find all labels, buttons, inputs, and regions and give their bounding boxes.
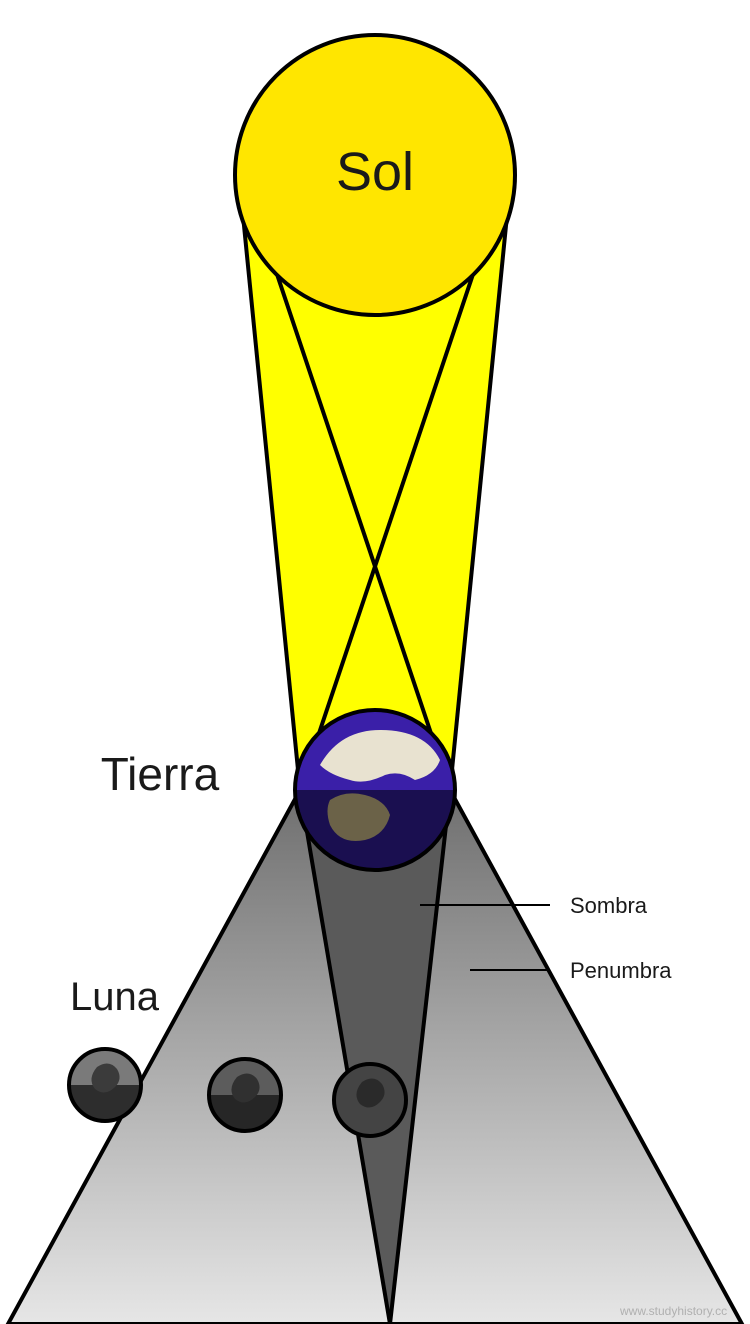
penumbra-label: Penumbra [570,958,672,983]
luna-label: Luna [70,975,160,1019]
watermark: www.studyhistory.cc [619,1304,727,1318]
moon-position-1 [69,1049,141,1121]
sun-label: Sol [336,142,414,202]
sombra-label: Sombra [570,893,648,918]
earth-label: Tierra [101,748,220,800]
eclipse-diagram: Sol Tierra Sombra Penumbra Luna www.stud… [0,0,750,1324]
moon-position-3 [334,1064,406,1136]
moon-position-2 [209,1059,281,1131]
